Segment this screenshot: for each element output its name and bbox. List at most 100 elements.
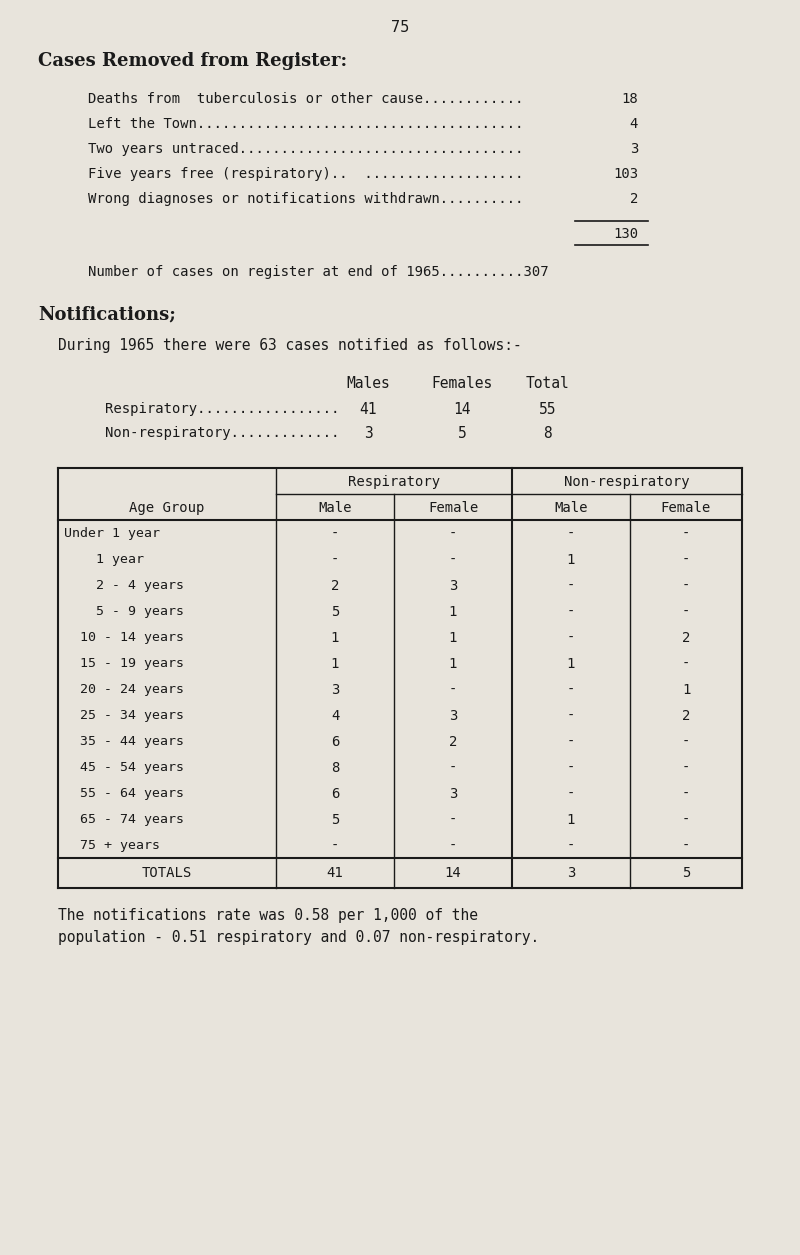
Text: The notifications rate was 0.58 per 1,000 of the: The notifications rate was 0.58 per 1,00… [58,909,478,922]
Text: 103: 103 [613,167,638,181]
Text: -: - [682,840,690,853]
Text: -: - [682,761,690,776]
Text: 3: 3 [449,579,457,594]
Text: Cases Removed from Register:: Cases Removed from Register: [38,51,347,70]
Text: -: - [331,527,339,541]
Text: -: - [682,579,690,594]
Text: -: - [682,605,690,619]
Text: 4: 4 [630,117,638,131]
Text: -: - [567,735,575,749]
Text: 75 + years: 75 + years [64,840,160,852]
Text: -: - [331,840,339,853]
Text: Notifications;: Notifications; [38,305,176,323]
Text: Deaths from  tuberculosis or other cause............: Deaths from tuberculosis or other cause.… [88,92,523,105]
Text: 25 - 34 years: 25 - 34 years [64,709,184,722]
Text: 2: 2 [630,192,638,206]
Text: 5: 5 [331,813,339,827]
Text: 5: 5 [682,866,690,880]
Text: 35 - 44 years: 35 - 44 years [64,735,184,748]
Text: -: - [567,709,575,723]
Text: 1: 1 [567,813,575,827]
Text: 3: 3 [630,142,638,156]
Text: Age Group: Age Group [130,501,205,515]
Text: 45 - 54 years: 45 - 54 years [64,761,184,774]
Text: 41: 41 [359,402,377,417]
Text: 1: 1 [567,553,575,567]
Text: 5: 5 [458,425,466,441]
Text: 1: 1 [331,658,339,671]
Text: Wrong diagnoses or notifications withdrawn..........: Wrong diagnoses or notifications withdra… [88,192,523,206]
Text: 5 - 9 years: 5 - 9 years [64,605,184,617]
Text: 41: 41 [326,866,343,880]
Text: -: - [682,813,690,827]
Text: 2: 2 [682,709,690,723]
Text: -: - [449,761,457,776]
Text: 14: 14 [445,866,462,880]
Text: 10 - 14 years: 10 - 14 years [64,631,184,644]
Text: 8: 8 [331,761,339,776]
Text: Male: Male [554,501,588,515]
Text: -: - [682,658,690,671]
Text: 3: 3 [331,683,339,697]
Text: Females: Females [431,376,493,392]
Text: 3: 3 [449,787,457,801]
Text: -: - [682,527,690,541]
Text: -: - [682,553,690,567]
Text: 75: 75 [391,20,409,35]
Text: 1 year: 1 year [64,553,144,566]
Text: Respiratory.................: Respiratory................. [105,402,339,415]
Text: 6: 6 [331,735,339,749]
Text: Non-respiratory: Non-respiratory [564,474,690,489]
Text: Males: Males [346,376,390,392]
Text: -: - [567,840,575,853]
Text: 2: 2 [331,579,339,594]
Text: -: - [449,813,457,827]
Text: 3: 3 [567,866,575,880]
Text: 20 - 24 years: 20 - 24 years [64,683,184,697]
Text: Two years untraced..................................: Two years untraced......................… [88,142,523,156]
Text: TOTALS: TOTALS [142,866,192,880]
Text: Under 1 year: Under 1 year [64,527,160,540]
Text: population - 0.51 respiratory and 0.07 non-respiratory.: population - 0.51 respiratory and 0.07 n… [58,930,539,945]
Text: 2: 2 [449,735,457,749]
Text: Female: Female [428,501,478,515]
Text: -: - [567,683,575,697]
Text: -: - [682,735,690,749]
Text: Number of cases on register at end of 1965..........307: Number of cases on register at end of 19… [88,265,549,279]
Text: -: - [682,787,690,801]
Text: During 1965 there were 63 cases notified as follows:-: During 1965 there were 63 cases notified… [58,338,522,353]
Text: 1: 1 [449,658,457,671]
Text: Non-respiratory.............: Non-respiratory............. [105,425,339,441]
Text: 1: 1 [449,631,457,645]
Text: 8: 8 [544,425,552,441]
Text: Five years free (respiratory)..  ...................: Five years free (respiratory).. ........… [88,167,523,181]
Text: -: - [567,787,575,801]
Text: -: - [567,631,575,645]
Text: 5: 5 [331,605,339,619]
Text: Male: Male [318,501,352,515]
Text: -: - [567,527,575,541]
Text: -: - [449,840,457,853]
Text: 55: 55 [539,402,557,417]
Text: Respiratory: Respiratory [348,474,440,489]
Text: Left the Town.......................................: Left the Town...........................… [88,117,523,131]
Text: -: - [449,527,457,541]
Text: 65 - 74 years: 65 - 74 years [64,813,184,826]
Text: 14: 14 [454,402,470,417]
Text: -: - [449,683,457,697]
Text: -: - [331,553,339,567]
Text: 1: 1 [331,631,339,645]
Text: 1: 1 [567,658,575,671]
Text: 2: 2 [682,631,690,645]
Text: 55 - 64 years: 55 - 64 years [64,787,184,799]
Text: 130: 130 [613,227,638,241]
Text: 1: 1 [682,683,690,697]
Text: -: - [567,761,575,776]
Text: 4: 4 [331,709,339,723]
Text: 2 - 4 years: 2 - 4 years [64,579,184,592]
Text: 15 - 19 years: 15 - 19 years [64,658,184,670]
Text: 3: 3 [449,709,457,723]
Text: Female: Female [661,501,711,515]
Text: Total: Total [526,376,570,392]
Text: 6: 6 [331,787,339,801]
